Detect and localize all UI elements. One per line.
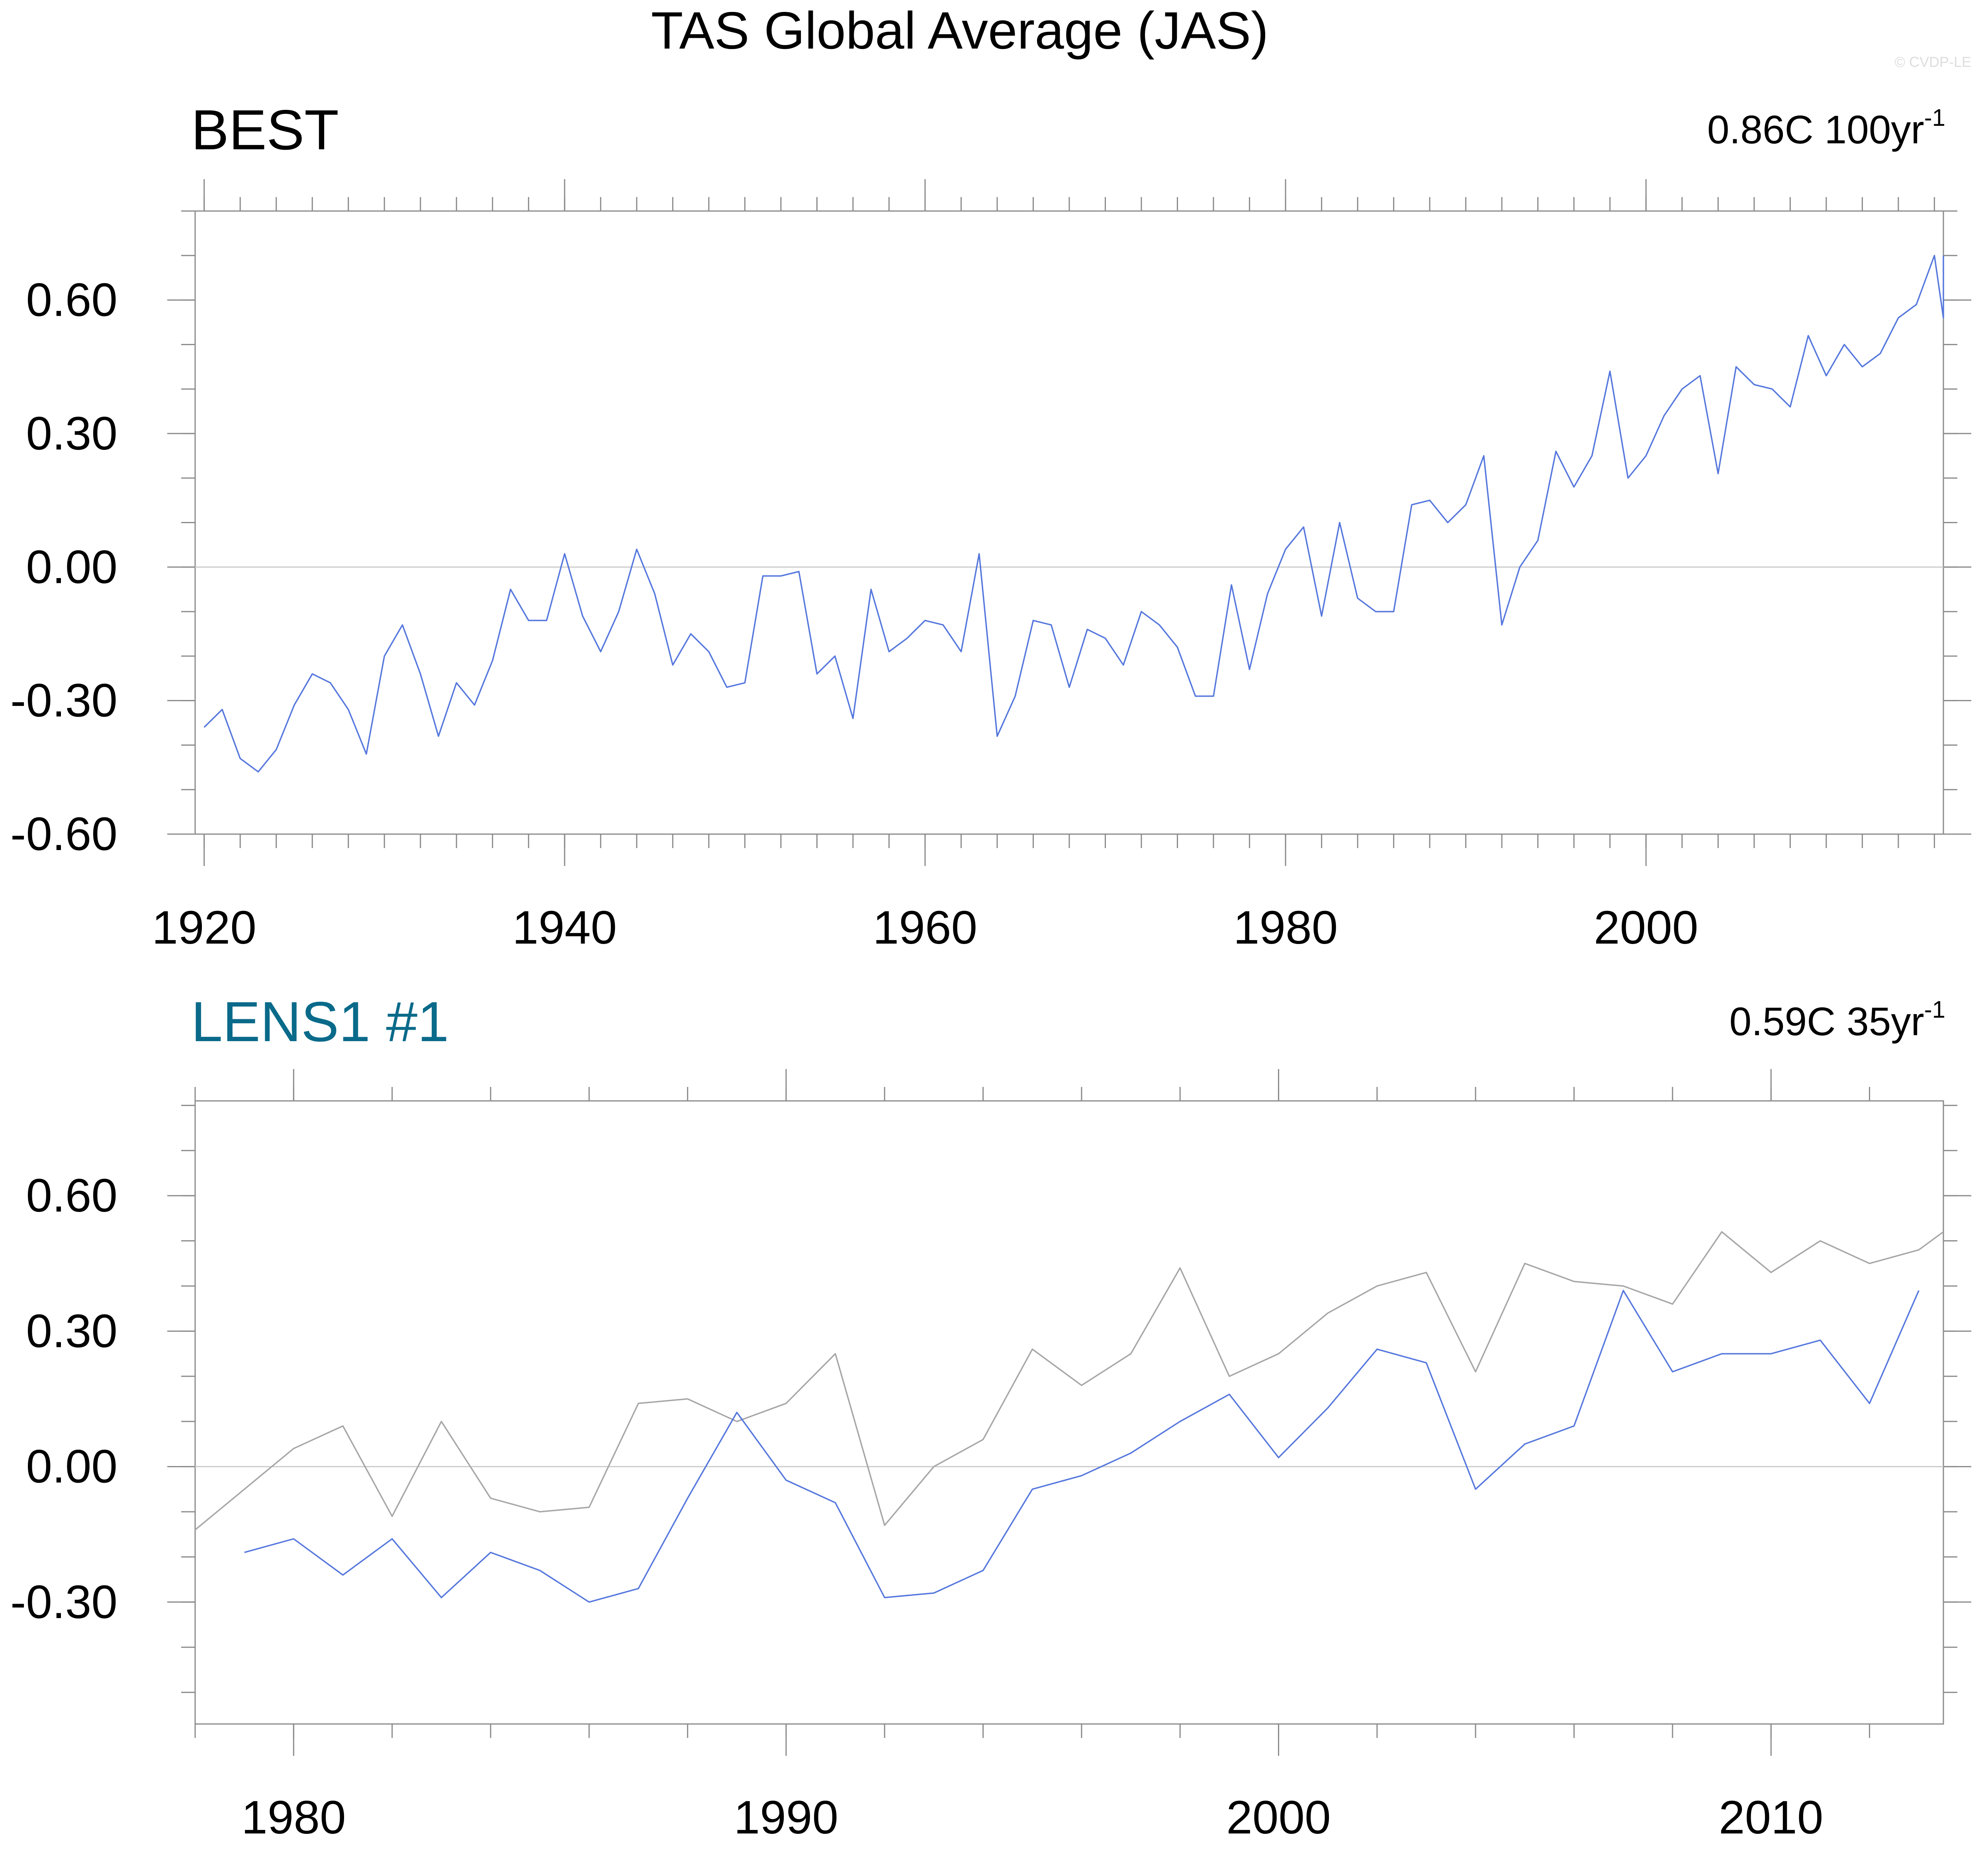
x-tick-label-best: 1980 [1233,901,1338,954]
axes-best: -0.60 -0.30 0.00 0.30 0.60 1920 1940 1960 1980 20… [10,179,1971,954]
x-tick-label-best: 1940 [513,901,617,954]
y-tick-label-lens1: 0.00 [26,1440,117,1493]
trend-exponent-best: -1 [1924,104,1945,131]
series-best [203,255,1944,773]
series-lens1 [194,1231,1944,1603]
trend-label-lens1: 0.59C 35yr-1 [1729,996,1945,1044]
trend-value-lens1: 0.59C 35yr [1729,999,1924,1044]
x-tick-label-lens1: 1990 [734,1791,839,1844]
y-tick-label-best: -0.60 [10,808,117,860]
trend-value-best: 0.86C 100yr [1707,108,1924,152]
x-tick-label-best: 1920 [152,901,256,954]
x-tick-label-lens1: 2000 [1226,1791,1331,1844]
trend-exponent-lens1: -1 [1924,996,1945,1023]
plot-frame-lens1 [194,1100,1944,1725]
credit-watermark: © CVDP-LE [1894,54,1971,70]
y-tick-label-best: -0.30 [10,674,117,727]
axes-lens1: -0.30 0.00 0.30 0.60 1980 1990 2000 2010 [10,1069,1971,1844]
y-tick-label-best: 0.60 [26,274,117,326]
series-line-lens1 [244,1290,1920,1603]
y-tick-label-best: 0.00 [26,541,117,593]
x-tick-label-best: 1960 [873,901,978,954]
panel-lens1: LENS1 #1 0.59C 35yr-1 -0.30 0.00 0.30 0.60 1… [10,990,1971,1844]
trend-label-best: 0.86C 100yr-1 [1707,104,1945,152]
panel-title-lens1: LENS1 #1 [191,990,449,1054]
y-tick-label-lens1: 0.30 [26,1305,117,1357]
x-tick-label-best: 2000 [1594,901,1698,954]
series-line-best [203,255,1944,773]
panel-best: BEST 0.86C 100yr-1 -0.60 -0.30 0.00 0.30 0.6… [10,98,1971,954]
y-tick-label-lens1: 0.60 [26,1169,117,1222]
x-tick-label-lens1: 2010 [1719,1791,1824,1844]
y-tick-label-best: 0.30 [26,407,117,460]
reference-line-lens1 [194,1231,1944,1530]
y-tick-label-lens1: -0.30 [10,1576,117,1628]
x-tick-label-lens1: 1980 [241,1791,346,1844]
panel-title-best: BEST [191,98,339,162]
figure-title: TAS Global Average (JAS) [651,1,1268,60]
